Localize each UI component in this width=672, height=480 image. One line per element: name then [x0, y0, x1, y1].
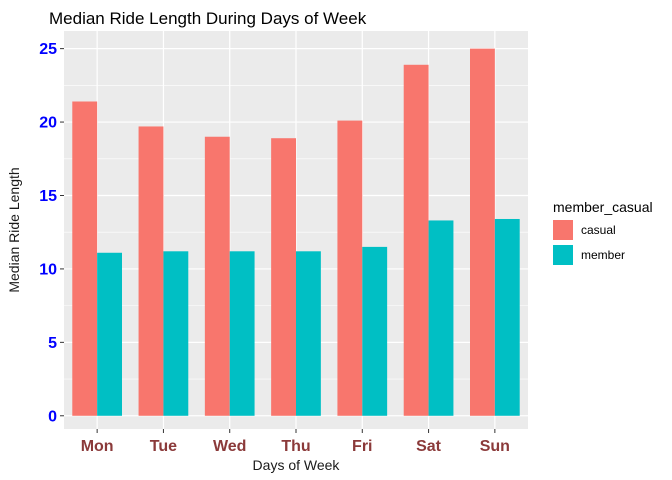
y-tick-label: 25: [39, 41, 57, 58]
bar-member-fri: [362, 246, 388, 416]
bar-casual-sat: [403, 64, 429, 416]
x-axis: Mon Tue Wed Thu Fri Sat Sun: [81, 429, 510, 455]
x-tick-label: Tue: [150, 438, 177, 455]
bar-casual-thu: [271, 138, 296, 416]
legend-key-casual: [553, 220, 573, 240]
bar-casual-mon: [72, 101, 98, 416]
x-tick-label: Sat: [416, 438, 442, 455]
legend-label-member: member: [581, 248, 625, 262]
y-tick-label: 5: [48, 335, 57, 352]
x-tick-label: Fri: [352, 438, 372, 455]
bar-member-sun: [494, 218, 520, 416]
bar-casual-sun: [470, 48, 495, 416]
x-tick-label: Sun: [480, 438, 510, 455]
bar-casual-tue: [138, 126, 164, 416]
bar-casual-fri: [337, 120, 363, 416]
legend-label-casual: casual: [581, 223, 616, 237]
y-axis: 0 5 10 15 20 25: [39, 41, 64, 425]
y-tick-label: 10: [39, 261, 57, 278]
y-tick-label: 20: [39, 115, 57, 132]
y-tick-label: 15: [39, 188, 57, 205]
chart-title: Median Ride Length During Days of Week: [49, 9, 367, 28]
bar-member-thu: [296, 251, 321, 416]
y-axis-title: Median Ride Length: [6, 167, 22, 292]
bar-member-wed: [229, 251, 255, 416]
legend-key-member: [553, 245, 573, 265]
x-axis-title: Days of Week: [253, 457, 341, 473]
x-tick-label: Thu: [281, 438, 310, 455]
bar-member-tue: [163, 251, 189, 416]
bar-casual-wed: [204, 136, 230, 416]
bar-member-mon: [97, 252, 122, 416]
legend-title: member_casual: [553, 199, 653, 215]
x-tick-label: Wed: [213, 438, 246, 455]
bar-member-sat: [428, 220, 454, 416]
y-tick-label: 0: [48, 408, 57, 425]
legend: member_casual casual member: [553, 199, 653, 265]
x-tick-label: Mon: [81, 438, 114, 455]
bars: [72, 48, 520, 416]
